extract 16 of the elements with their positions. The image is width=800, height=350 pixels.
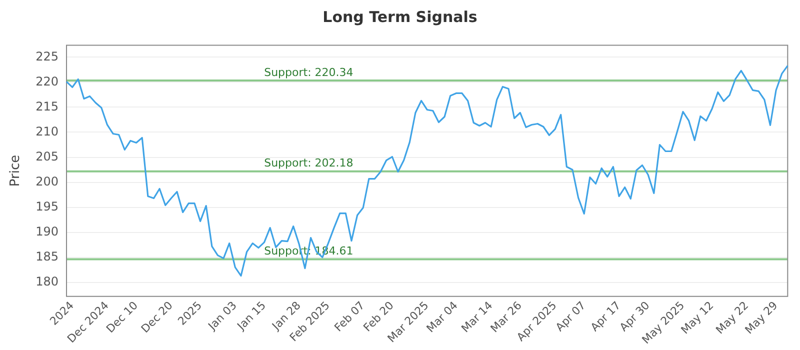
x-tick-label: Jan 15 xyxy=(234,298,268,334)
y-axis-title: Price xyxy=(8,154,24,187)
chart-title: Long Term Signals xyxy=(322,7,478,28)
y-tick-label: 205 xyxy=(36,149,59,164)
y-tick-label: 195 xyxy=(36,199,59,214)
y-tick-label: 185 xyxy=(36,249,59,264)
y-tick-label: 220 xyxy=(36,74,59,88)
y-tick-label: 180 xyxy=(36,274,59,288)
y-tick-label: 200 xyxy=(36,174,59,188)
y-tick-label: 225 xyxy=(36,49,59,64)
y-tick-label: 215 xyxy=(36,99,59,114)
y-tick-label: 190 xyxy=(36,224,59,238)
ref-line-label: Support: 202.18 xyxy=(264,156,354,170)
x-tick-label: Dec 20 xyxy=(138,298,176,336)
y-tick-label: 210 xyxy=(36,124,59,138)
ref-line-label: Support: 220.34 xyxy=(264,66,354,79)
